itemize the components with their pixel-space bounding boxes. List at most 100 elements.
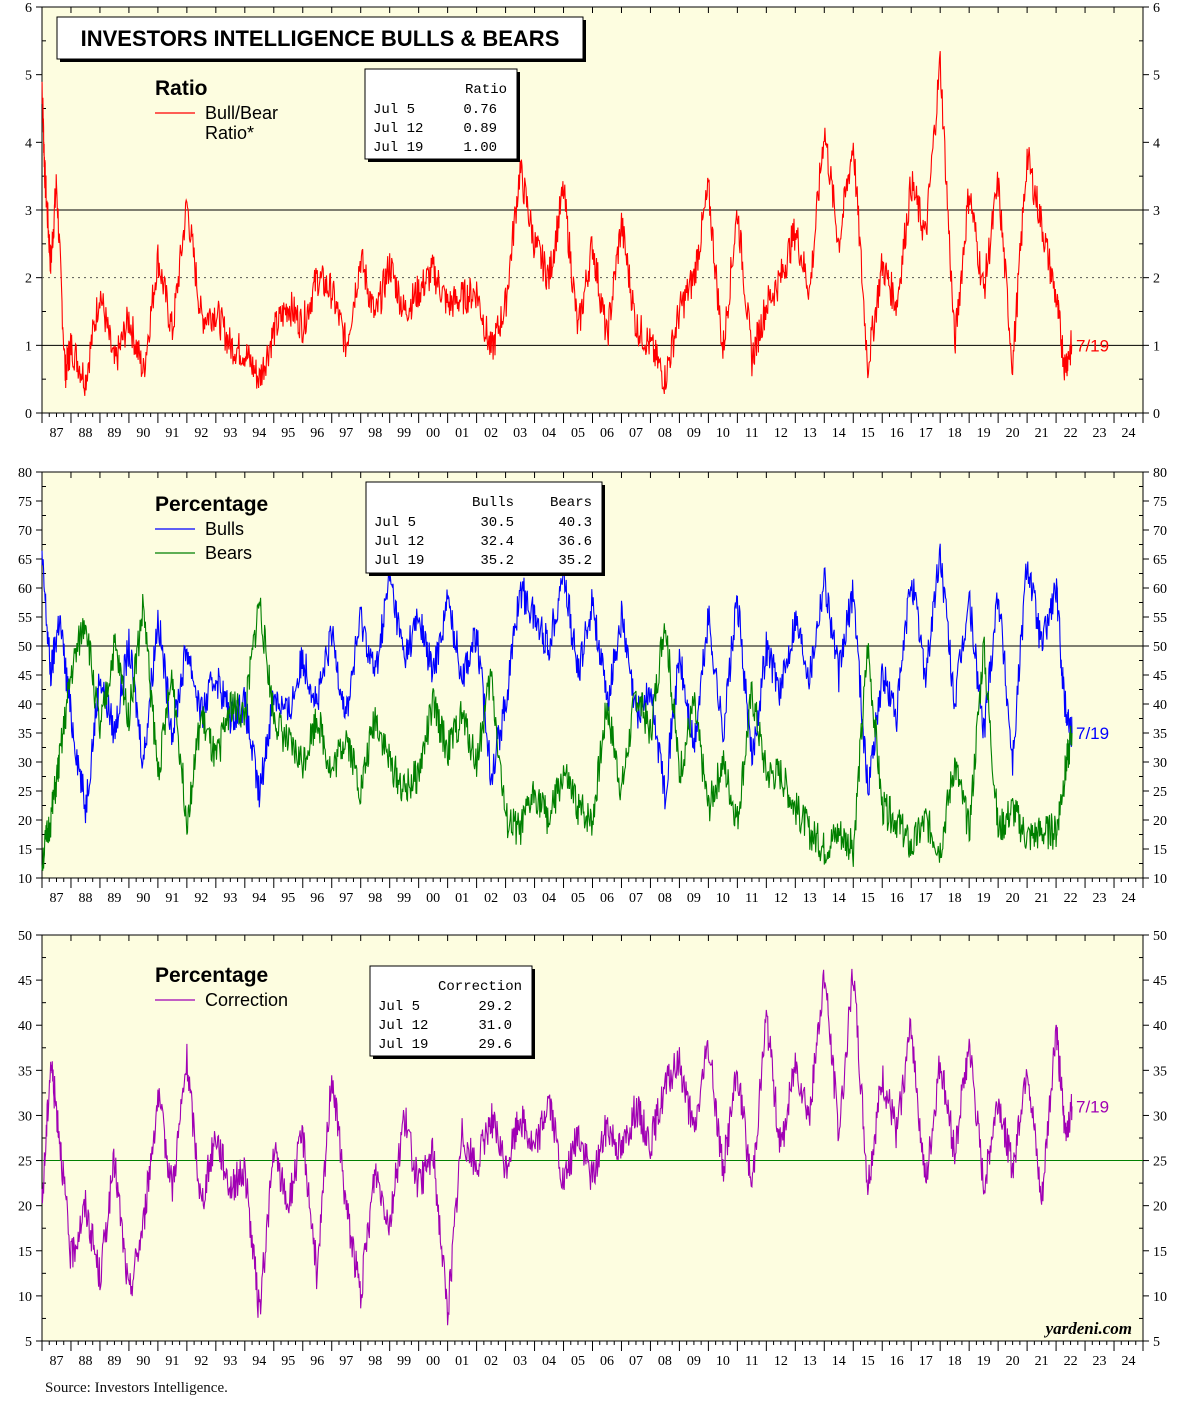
legend-label: Bulls [205,519,244,539]
table-date-cell: Jul 12 [373,121,423,137]
table-value-cell: 29.6 [478,1037,512,1053]
y-tick-label-right: 25 [1153,785,1167,800]
values-table-shadow [373,1056,535,1059]
x-tick-label: 03 [513,891,527,906]
x-tick-label: 90 [136,426,150,441]
y-tick-label-left: 25 [18,785,32,800]
y-tick-label-right: 30 [1153,756,1167,771]
x-tick-label: 19 [977,891,991,906]
y-tick-label-right: 50 [1153,640,1167,655]
x-tick-label: 87 [49,891,63,906]
x-tick-label: 14 [832,891,846,906]
y-tick-label-right: 45 [1153,974,1167,989]
table-date-cell: Jul 19 [374,553,424,569]
values-table-shadow [369,573,605,576]
y-tick-label-left: 35 [18,727,32,742]
y-tick-label-left: 70 [18,524,32,539]
y-tick-label-left: 30 [18,1109,32,1124]
chart-ratio: 0 01 12 23 34 45 56 687 88 89 90 91 92 93 94 95 96 97 98 99… [25,1,1160,441]
x-tick-label: 98 [368,1354,382,1369]
y-tick-label-left: 40 [18,1019,32,1034]
x-tick-label: 08 [658,426,672,441]
x-tick-label: 93 [223,1354,237,1369]
x-tick-label: 21 [1035,891,1049,906]
x-tick-label: 23 [1093,1354,1107,1369]
x-tick-label: 14 [832,426,846,441]
x-tick-label: 01 [455,426,469,441]
chart-correction: 5 5 10 10 15 15 20 20 25 25 30 30 35 35 40 40 45 45 50 50 87… [18,929,1167,1369]
y-tick-label-right: 30 [1153,1109,1167,1124]
x-tick-label: 12 [774,891,788,906]
x-tick-label: 18 [948,426,962,441]
x-tick-label: 05 [571,1354,585,1369]
x-tick-label: 96 [310,426,324,441]
source-note: Source: Investors Intelligence. [45,1380,228,1396]
table-date-cell: Jul 19 [373,140,423,156]
table-value-cell: 1.00 [463,140,497,156]
table-value-cell: 31.0 [478,1018,512,1034]
y-tick-label-right: 50 [1153,929,1167,944]
y-tick-label-right: 0 [1153,407,1160,422]
x-tick-label: 90 [136,1354,150,1369]
x-tick-label: 97 [339,426,353,441]
y-tick-label-left: 35 [18,1064,32,1079]
x-tick-label: 05 [571,891,585,906]
x-tick-label: 18 [948,1354,962,1369]
x-tick-label: 96 [310,891,324,906]
y-tick-label-left: 25 [18,1155,32,1170]
x-tick-label: 15 [861,891,875,906]
x-tick-label: 01 [455,1354,469,1369]
x-tick-label: 88 [78,891,92,906]
x-tick-label: 06 [600,891,614,906]
y-tick-label-right: 60 [1153,582,1167,597]
x-tick-label: 11 [745,891,758,906]
x-tick-label: 00 [426,891,440,906]
x-tick-label: 89 [107,891,121,906]
y-tick-label-left: 20 [18,814,32,829]
x-tick-label: 93 [223,426,237,441]
x-tick-label: 02 [484,891,498,906]
x-tick-label: 03 [513,426,527,441]
y-tick-label-right: 1 [1153,339,1160,354]
series-line-bears [41,593,1073,871]
y-tick-label-left: 2 [25,272,32,287]
table-column-header: Bears [550,495,592,511]
y-tick-label-left: 80 [18,466,32,481]
x-tick-label: 97 [339,891,353,906]
x-tick-label: 10 [716,426,730,441]
x-tick-label: 94 [252,426,266,441]
y-tick-label-left: 50 [18,929,32,944]
y-tick-label-left: 4 [25,136,32,151]
y-tick-label-right: 15 [1153,1245,1167,1260]
x-tick-label: 94 [252,891,266,906]
x-tick-label: 24 [1122,891,1136,906]
x-tick-label: 97 [339,1354,353,1369]
y-tick-label-left: 10 [18,1290,32,1305]
table-value-cell: 40.3 [558,515,592,531]
x-tick-label: 19 [977,426,991,441]
table-column-header: Bulls [472,495,514,511]
table-value-cell: 30.5 [480,515,514,531]
y-tick-label-left: 50 [18,640,32,655]
y-tick-label-right: 25 [1153,1155,1167,1170]
y-tick-label-left: 0 [25,407,32,422]
x-tick-label: 16 [890,891,904,906]
x-tick-label: 09 [687,891,701,906]
x-tick-label: 98 [368,891,382,906]
x-tick-label: 10 [716,891,730,906]
x-tick-label: 92 [194,426,208,441]
table-column-header: Ratio [465,82,507,98]
y-tick-label-left: 40 [18,698,32,713]
y-tick-label-right: 15 [1153,843,1167,858]
x-tick-label: 05 [571,426,585,441]
x-tick-label: 95 [281,426,295,441]
y-tick-label-right: 35 [1153,1064,1167,1079]
table-value-cell: 0.89 [463,121,497,137]
x-tick-label: 02 [484,1354,498,1369]
x-tick-label: 10 [716,1354,730,1369]
title-shadow [60,59,586,62]
x-tick-label: 24 [1122,426,1136,441]
x-tick-label: 92 [194,891,208,906]
legend-label: Bull/Bear [205,103,278,123]
